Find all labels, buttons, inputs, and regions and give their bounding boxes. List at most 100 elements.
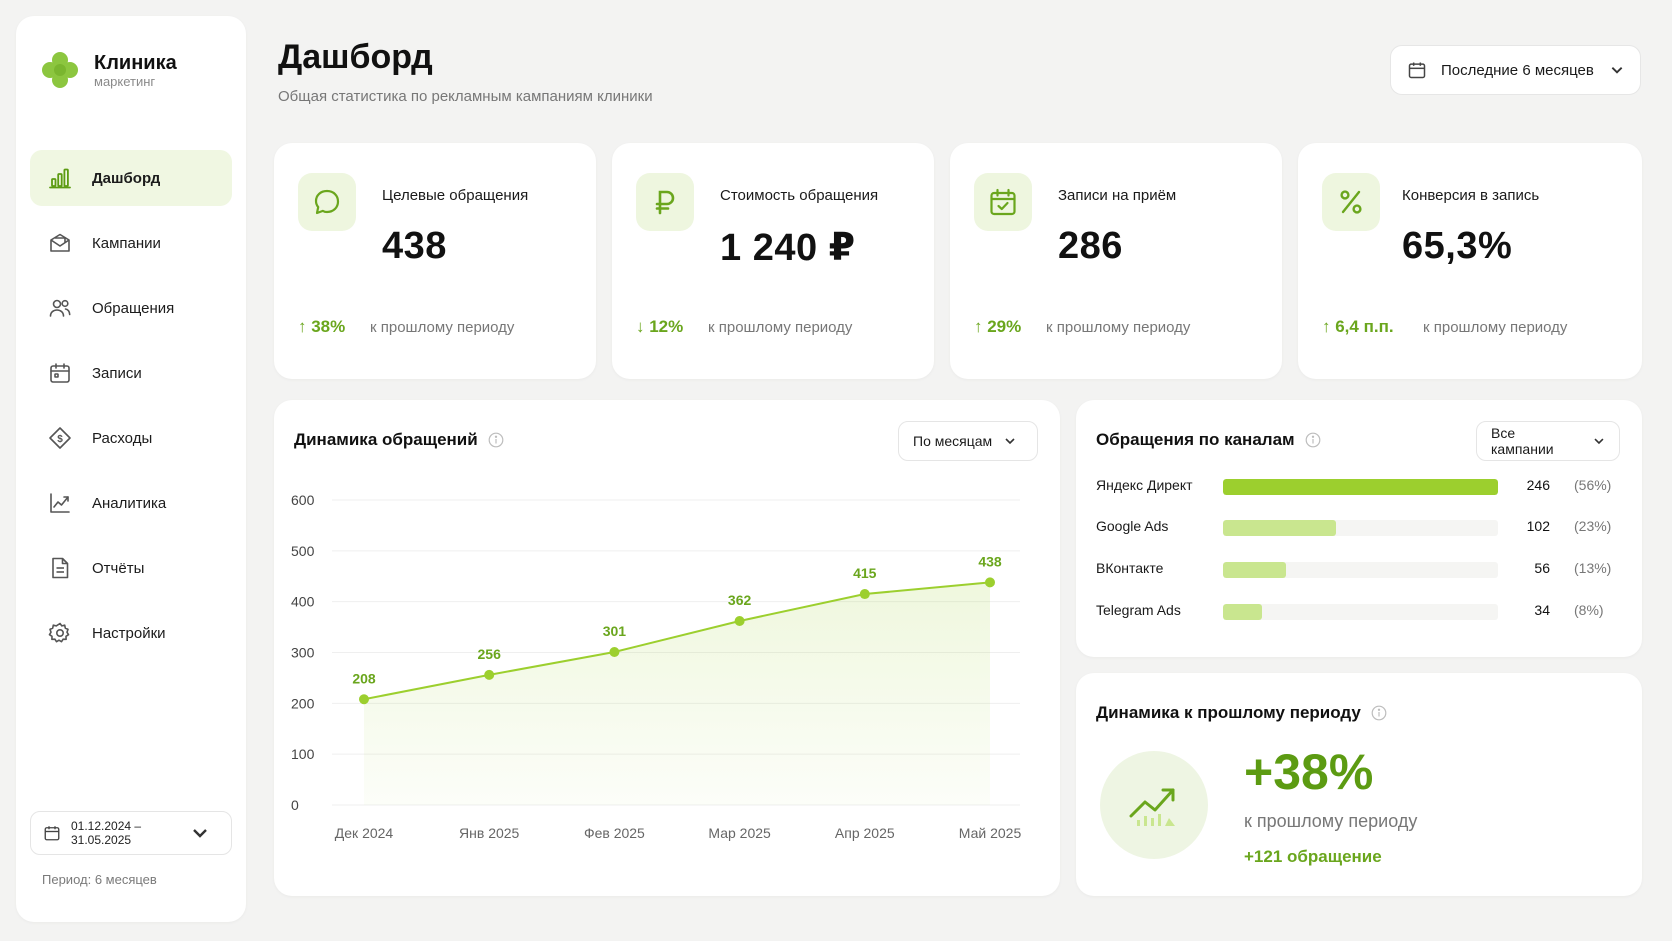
channel-name: Telegram Ads: [1096, 602, 1181, 618]
sidebar-item-label: Обращения: [92, 299, 175, 317]
sidebar-item-campaigns[interactable]: Кампании: [30, 215, 232, 271]
sidebar-item-label: Отчёты: [92, 559, 145, 577]
card-title: Динамика обращений: [294, 430, 504, 450]
trend-icon: [50, 493, 70, 513]
kpi-label: Записи на приём: [1058, 187, 1177, 204]
requests-line-chart: 600 500 400 300 200 100 0 208 256 301 362 415 438 Дек…: [291, 492, 1022, 841]
data-point: [609, 646, 620, 657]
calendar-icon: [1408, 62, 1426, 79]
data-point: [484, 669, 495, 680]
y-tick-label: 500: [291, 543, 315, 559]
sidebar-item-appointments[interactable]: Записи: [30, 345, 232, 401]
period-note: Период: 6 месяцев: [42, 872, 157, 887]
chevron-down-icon: [1005, 438, 1015, 445]
data-label: 208: [352, 670, 376, 686]
svg-text:$: $: [57, 434, 63, 445]
data-point: [734, 615, 745, 626]
kpi-icon-box: [1322, 173, 1380, 231]
kpi-icon-box: [636, 173, 694, 231]
x-tick-label: Апр 2025: [835, 825, 895, 841]
kpi-note: к прошлому периоду: [370, 319, 515, 336]
sidebar-item-dashboard[interactable]: Дашборд: [30, 150, 232, 206]
info-icon[interactable]: [1371, 705, 1387, 721]
channel-bar: [1223, 604, 1262, 620]
kpi-icon-box: [298, 173, 356, 231]
kpi-card-requests: Целевые обращения 438 ↑ 38% к прошлому п…: [274, 143, 596, 379]
brand-subtitle: маркетинг: [94, 73, 156, 89]
y-tick-label: 300: [291, 645, 315, 661]
channel-bar: [1223, 479, 1498, 495]
channel-bar-track: [1223, 479, 1498, 495]
channels-title: Обращения по каналам: [1096, 430, 1295, 449]
channel-name: ВКонтакте: [1096, 560, 1164, 576]
brand[interactable]: Клиника маркетинг: [40, 50, 177, 90]
channel-percent: (13%): [1574, 560, 1612, 576]
x-tick-label: Фев 2025: [584, 825, 645, 841]
kpi-label: Конверсия в запись: [1402, 187, 1540, 204]
sidebar-item-label: Кампании: [92, 234, 161, 252]
sidebar-item-analytics[interactable]: Аналитика: [30, 475, 232, 531]
kpi-label: Целевые обращения: [382, 187, 529, 204]
calendar-icon: [50, 363, 70, 383]
card-title: Динамика к прошлому периоду: [1096, 703, 1387, 723]
y-tick-label: 600: [291, 492, 315, 508]
channel-row: Google Ads 102 (23%): [1096, 518, 1616, 538]
kpi-delta: ↓ 12%: [636, 317, 684, 336]
y-tick-label: 200: [291, 695, 315, 711]
card-title: Обращения по каналам: [1096, 430, 1321, 450]
sidebar-item-requests[interactable]: Обращения: [30, 280, 232, 336]
kpi-icon-box: [974, 173, 1032, 231]
channels-card: Обращения по каналам Все кампании Яндекс…: [1076, 400, 1642, 657]
dollar-icon: $: [49, 427, 71, 449]
document-icon: [52, 557, 69, 579]
x-tick-label: Май 2025: [959, 825, 1022, 841]
info-icon[interactable]: [1305, 432, 1321, 448]
trend-up-icon: [1129, 788, 1175, 826]
chevron-down-icon: [1594, 438, 1604, 445]
campaigns-dropdown[interactable]: Все кампании: [1476, 421, 1620, 461]
x-tick-label: Мар 2025: [708, 825, 771, 841]
kpi-delta: ↑ 38%: [298, 317, 346, 336]
x-tick-label: Дек 2024: [335, 825, 394, 841]
dynamics-percent: +38%: [1244, 744, 1374, 800]
channel-name: Google Ads: [1096, 518, 1169, 534]
percent-icon: [1340, 190, 1362, 214]
date-range-value: 01.12.2024 – 31.05.2025: [71, 819, 142, 847]
kpi-value: 65,3%: [1402, 225, 1513, 267]
kpi-value: 1 240 ₽: [720, 227, 856, 269]
page-subtitle: Общая статистика по рекламным кампаниям …: [278, 88, 653, 105]
data-point: [859, 589, 870, 600]
data-label: 415: [853, 565, 877, 581]
series-line: [363, 581, 991, 701]
sidebar-item-label: Настройки: [92, 624, 166, 642]
dynamics-count: +121 обращение: [1244, 847, 1382, 866]
channel-value: 34: [1534, 602, 1550, 618]
sidebar-item-settings[interactable]: Настройки: [30, 605, 232, 661]
sidebar-item-label: Расходы: [92, 429, 153, 447]
channel-percent: (23%): [1574, 518, 1612, 534]
page-title: Дашборд: [278, 38, 433, 76]
period-select[interactable]: Последние 6 месяцев: [1390, 45, 1641, 95]
dynamics-card: Динамика к прошлому периоду +38% к прошл…: [1076, 673, 1642, 896]
sidebar-item-expenses[interactable]: $ Расходы: [30, 410, 232, 466]
channel-bar-track: [1223, 520, 1498, 536]
chat-icon: [314, 189, 340, 215]
channel-name: Яндекс Директ: [1096, 477, 1193, 493]
kpi-card-appointments: Записи на приём 286 ↑ 29% к прошлому пер…: [950, 143, 1282, 379]
sidebar-item-reports[interactable]: Отчёты: [30, 540, 232, 596]
y-tick-label: 400: [291, 594, 315, 610]
channel-percent: (8%): [1574, 602, 1604, 618]
sidebar: Клиника маркетинг Дашборд Кампании Обращ…: [16, 16, 246, 922]
kpi-note: к прошлому периоду: [1046, 319, 1191, 336]
info-icon[interactable]: [488, 432, 504, 448]
kpi-note: к прошлому периоду: [708, 319, 853, 336]
data-label: 438: [978, 553, 1002, 569]
group-by-dropdown[interactable]: По месяцам: [898, 421, 1038, 461]
data-label: 256: [478, 646, 502, 662]
chevron-down-icon: [1611, 67, 1623, 74]
date-range-picker[interactable]: 01.12.2024 – 31.05.2025: [30, 811, 232, 855]
calendar-icon: [44, 826, 60, 841]
users-icon: [49, 299, 71, 317]
kpi-card-cost: Стоимость обращения 1 240 ₽ ↓ 12% к прош…: [612, 143, 934, 379]
channel-percent: (56%): [1574, 477, 1612, 493]
